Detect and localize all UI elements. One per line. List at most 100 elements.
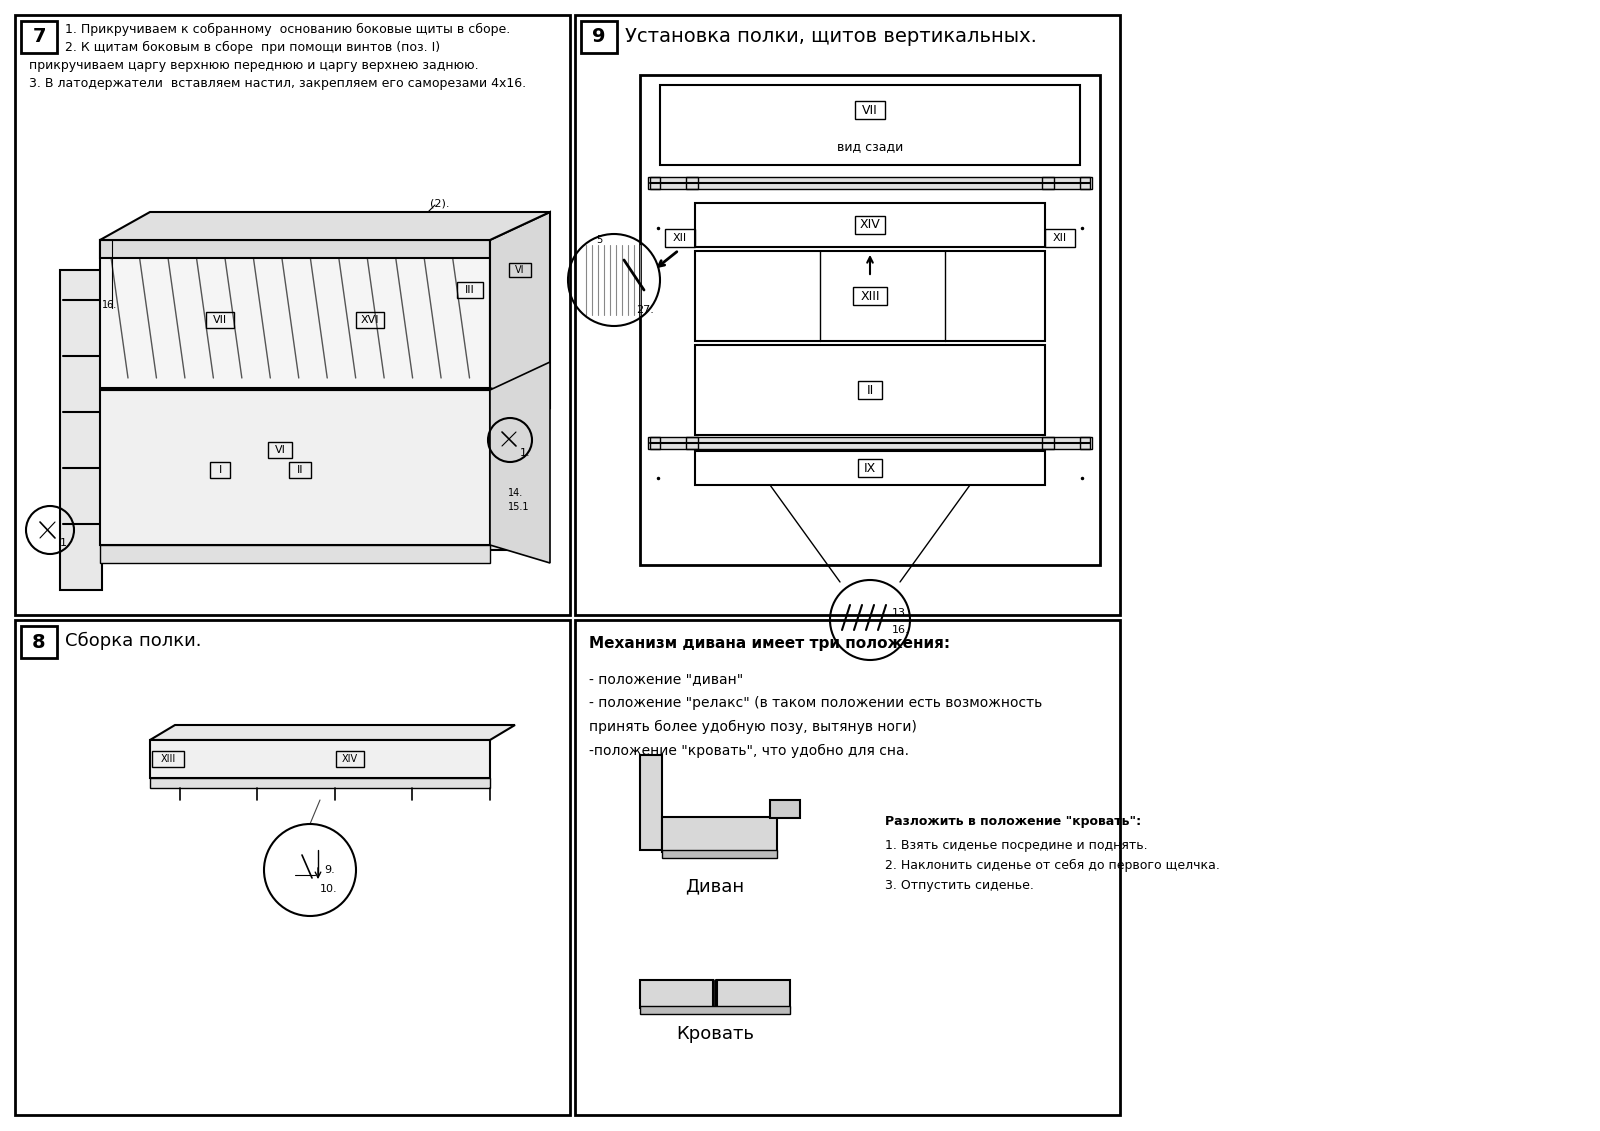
- Text: 7: 7: [32, 27, 46, 46]
- Bar: [490, 270, 531, 550]
- Bar: [150, 778, 490, 788]
- Bar: [1045, 228, 1075, 247]
- Text: 1. Прикручиваем к собранному  основанию боковые щиты в сборе.: 1. Прикручиваем к собранному основанию б…: [66, 23, 510, 36]
- Bar: [770, 800, 800, 818]
- Bar: [509, 264, 531, 277]
- Bar: [666, 228, 694, 247]
- Bar: [858, 459, 882, 477]
- Bar: [21, 21, 58, 53]
- Text: I: I: [218, 465, 222, 475]
- Text: 3. Отпустить сиденье.: 3. Отпустить сиденье.: [885, 879, 1034, 892]
- Text: 1.: 1.: [61, 538, 70, 549]
- Polygon shape: [99, 360, 550, 390]
- Bar: [574, 620, 1120, 1115]
- Bar: [686, 176, 698, 189]
- Text: Установка полки, щитов вертикальных.: Установка полки, щитов вертикальных.: [626, 27, 1037, 46]
- Bar: [206, 312, 234, 328]
- Bar: [1042, 176, 1054, 189]
- Text: XIII: XIII: [160, 754, 176, 765]
- Text: 15.1: 15.1: [509, 502, 530, 512]
- Text: VI: VI: [515, 265, 525, 275]
- Polygon shape: [99, 211, 550, 240]
- Bar: [99, 545, 490, 563]
- Bar: [662, 817, 778, 852]
- Text: Механизм дивана имеет три положения:: Механизм дивана имеет три положения:: [589, 636, 950, 651]
- Bar: [650, 176, 1090, 189]
- Text: IX: IX: [864, 461, 877, 475]
- Text: VI: VI: [275, 444, 285, 455]
- Bar: [853, 287, 886, 305]
- Bar: [640, 756, 662, 851]
- Bar: [662, 851, 778, 858]
- Text: 1.: 1.: [520, 448, 531, 458]
- Text: III: III: [466, 285, 475, 295]
- Bar: [14, 620, 570, 1115]
- Text: XIV: XIV: [859, 218, 880, 232]
- Bar: [1042, 437, 1054, 449]
- Bar: [581, 21, 618, 53]
- Text: -положение "кровать", что удобно для сна.: -положение "кровать", что удобно для сна…: [589, 744, 909, 758]
- Text: 1. Взять сиденье посредине и поднять.: 1. Взять сиденье посредине и поднять.: [885, 839, 1147, 852]
- Text: 5: 5: [595, 235, 602, 245]
- Text: XII: XII: [674, 233, 686, 243]
- Bar: [694, 202, 1045, 247]
- Bar: [686, 437, 698, 449]
- Polygon shape: [490, 211, 550, 408]
- Text: VII: VII: [862, 104, 878, 116]
- Bar: [99, 390, 490, 545]
- Text: Сборка полки.: Сборка полки.: [66, 632, 202, 650]
- Bar: [210, 461, 230, 478]
- Bar: [694, 345, 1045, 435]
- Text: XIV: XIV: [342, 754, 358, 765]
- Bar: [640, 75, 1101, 566]
- Text: - положение "релакс" (в таком положении есть возможность: - положение "релакс" (в таком положении …: [589, 696, 1042, 710]
- Text: 14.: 14.: [509, 487, 523, 498]
- Bar: [694, 251, 1045, 342]
- Text: 16.: 16.: [102, 300, 117, 310]
- Text: 3. В латодержатели  вставляем настил, закрепляем его саморезами 4х16.: 3. В латодержатели вставляем настил, зак…: [29, 77, 526, 90]
- Bar: [14, 15, 570, 615]
- Text: 13.: 13.: [893, 608, 910, 618]
- Bar: [640, 979, 714, 1008]
- Bar: [648, 176, 661, 189]
- Bar: [269, 442, 291, 458]
- Bar: [99, 240, 490, 388]
- Text: принять более удобную позу, вытянув ноги): принять более удобную позу, вытянув ноги…: [589, 720, 917, 734]
- Bar: [99, 240, 490, 258]
- Text: II: II: [866, 383, 874, 397]
- Bar: [355, 312, 384, 328]
- Text: 8: 8: [32, 632, 46, 651]
- Text: 10.: 10.: [320, 884, 338, 893]
- Bar: [694, 451, 1045, 485]
- Text: Диван: Диван: [685, 877, 744, 895]
- Bar: [290, 461, 310, 478]
- Bar: [574, 15, 1120, 615]
- Text: 9: 9: [592, 27, 606, 46]
- Text: 2. Наклонить сиденье от себя до первого щелчка.: 2. Наклонить сиденье от себя до первого …: [885, 860, 1219, 872]
- Text: Кровать: Кровать: [675, 1025, 754, 1043]
- Bar: [458, 282, 483, 297]
- Text: XVI: XVI: [360, 316, 379, 325]
- Bar: [640, 1005, 790, 1015]
- Bar: [1080, 437, 1091, 449]
- Bar: [858, 381, 882, 399]
- Bar: [150, 740, 490, 778]
- Bar: [648, 437, 661, 449]
- Text: XIII: XIII: [861, 290, 880, 302]
- Bar: [854, 216, 885, 234]
- Bar: [152, 751, 184, 767]
- Text: II: II: [296, 465, 304, 475]
- Bar: [854, 101, 885, 119]
- Bar: [717, 979, 790, 1008]
- Bar: [661, 85, 1080, 165]
- Bar: [21, 625, 58, 658]
- Text: XII: XII: [1053, 233, 1067, 243]
- Text: 27.: 27.: [637, 305, 654, 316]
- Text: вид сзади: вид сзади: [837, 140, 902, 153]
- Text: 16.: 16.: [893, 625, 910, 634]
- Polygon shape: [150, 725, 515, 740]
- Text: Разложить в положение "кровать":: Разложить в положение "кровать":: [885, 815, 1141, 828]
- Bar: [61, 270, 102, 590]
- Text: (2).: (2).: [430, 198, 450, 208]
- Text: 9.: 9.: [323, 865, 334, 875]
